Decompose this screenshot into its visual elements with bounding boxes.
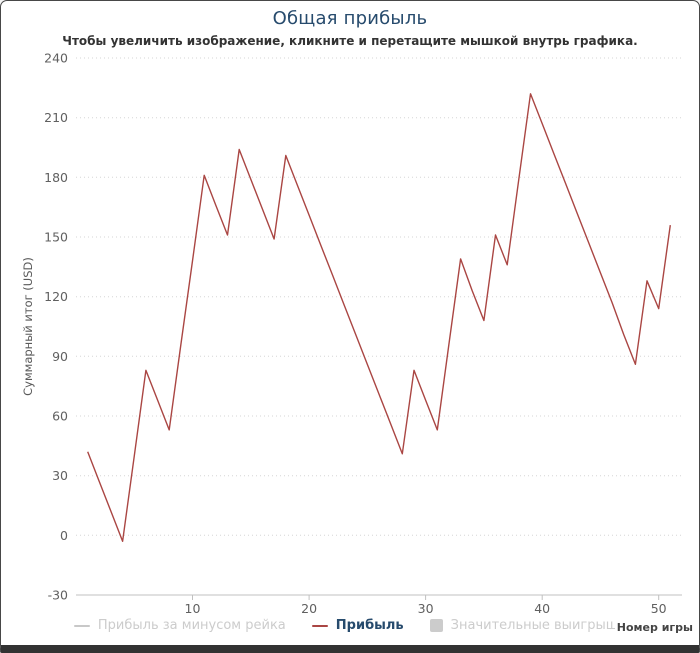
line-swatch-icon xyxy=(73,624,90,627)
line-swatch-icon xyxy=(311,624,328,627)
y-tick-label: 30 xyxy=(52,468,68,483)
legend-label: Значительные выигрыши xyxy=(450,618,627,633)
x-axis-title: Номер игры xyxy=(614,621,693,634)
y-tick-label: 60 xyxy=(52,409,68,424)
legend-item-big-wins[interactable]: Значительные выигрыши xyxy=(429,618,627,633)
legend-label: Прибыль за минусом рейка xyxy=(97,618,286,633)
legend-item-profit[interactable]: Прибыль xyxy=(311,618,404,633)
legend-label: Прибыль xyxy=(335,618,404,633)
chart-title: Общая прибыль xyxy=(272,8,428,29)
legend-item-rake-adjusted[interactable]: Прибыль за минусом рейка xyxy=(73,618,286,633)
x-tick-label: 50 xyxy=(651,601,667,616)
x-tick-label: 10 xyxy=(185,601,201,616)
y-tick-label: 120 xyxy=(44,289,68,304)
x-tick-label: 40 xyxy=(534,601,550,616)
y-tick-label: 150 xyxy=(44,230,68,245)
square-swatch-icon xyxy=(429,619,443,632)
chart-subtitle: Чтобы увеличить изображение, кликните и … xyxy=(62,34,638,48)
y-tick-label: -30 xyxy=(48,588,68,603)
x-tick-label: 30 xyxy=(418,601,434,616)
y-tick-label: 240 xyxy=(44,51,68,66)
y-tick-label: 210 xyxy=(44,110,68,125)
y-tick-label: 180 xyxy=(44,170,68,185)
y-tick-label: 90 xyxy=(52,349,68,364)
profit-line-series xyxy=(87,93,671,542)
chart-legend: Прибыль за минусом рейка Прибыль Значите… xyxy=(1,618,699,633)
y-tick-label: 0 xyxy=(60,528,68,543)
y-axis-title: Суммарный итог (USD) xyxy=(21,257,35,396)
x-tick-label: 20 xyxy=(301,601,317,616)
